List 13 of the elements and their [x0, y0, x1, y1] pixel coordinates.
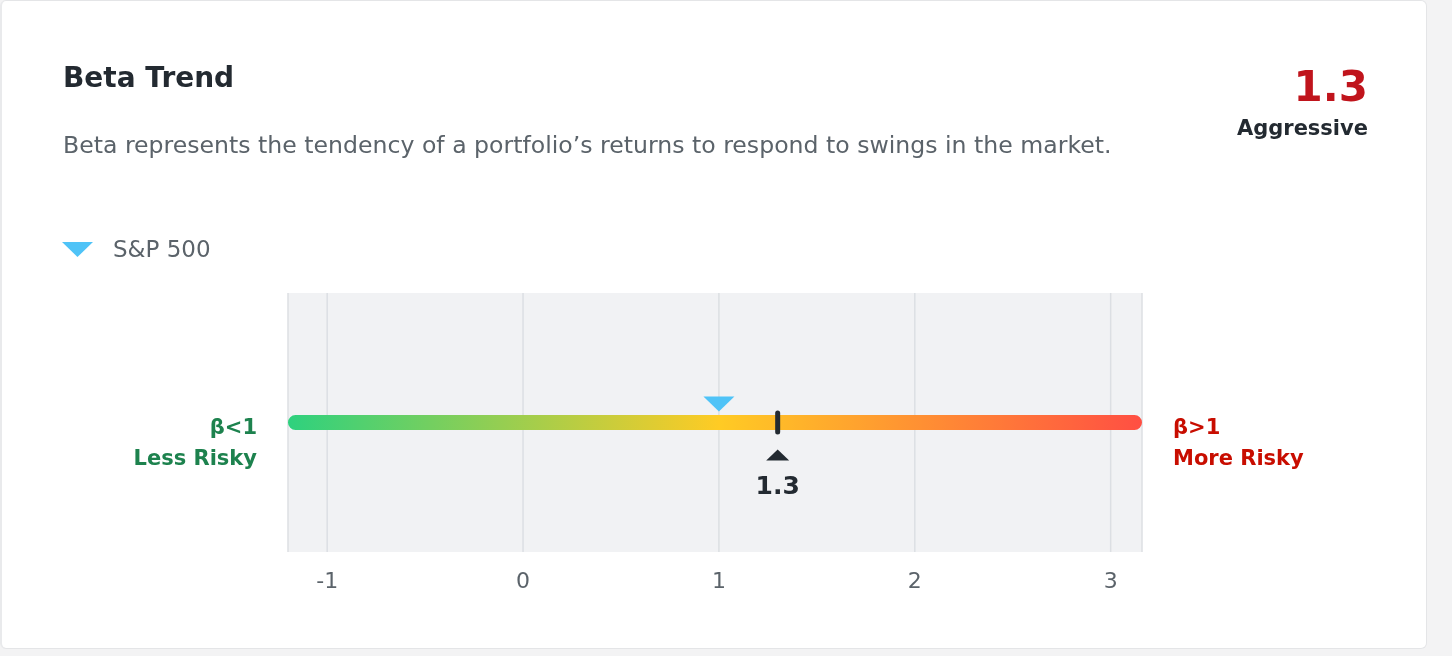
x-tick-label: 1 [711, 567, 726, 593]
band-label: β<1 Less Risky [133, 414, 258, 471]
x-tick-label: -1 [316, 567, 339, 593]
chart-subtitle: Beta represents the tendency of a portfolio’s returns to respond to swings in the market. [63, 131, 1112, 159]
text: 1.3 [1293, 62, 1368, 111]
data-label: 1.3 [755, 471, 800, 500]
band-label: β>1 More Risky [1173, 414, 1305, 471]
legend-label: S&P 500 [113, 236, 211, 262]
chart-title: Beta Trend [63, 61, 235, 94]
x-tick-label: 2 [907, 567, 922, 593]
text: Aggressive [1236, 116, 1368, 140]
x-tick-label: 3 [1103, 567, 1118, 593]
x-tick-label: 0 [516, 567, 531, 593]
